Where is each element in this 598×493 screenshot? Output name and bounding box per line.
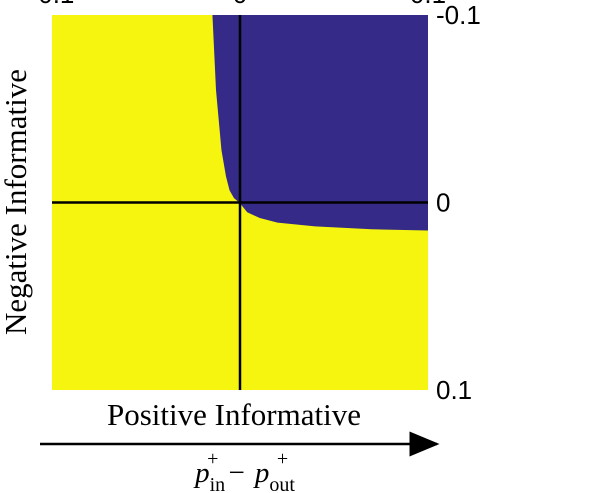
y-axis-label: Negative Informative	[0, 69, 33, 335]
annotation-part: p	[193, 457, 210, 489]
y-tick-label: -0.1	[436, 0, 481, 30]
x-tick-label: 0.1	[410, 0, 446, 9]
x-tick-label: 0	[233, 0, 247, 9]
annotation-part: +	[207, 448, 218, 470]
x-annotation: pin+ − pout+	[193, 448, 295, 493]
annotation-part: out	[269, 474, 295, 493]
region-fill	[212, 15, 428, 231]
annotation-part: +	[277, 448, 288, 470]
annotation-part: p	[253, 457, 270, 489]
annotation-part: −	[228, 457, 244, 489]
x-tick-label: -0.1	[30, 0, 75, 9]
annotation-part: in	[210, 474, 226, 493]
x-axis-label: Positive Informative	[107, 397, 361, 432]
y-tick-label: 0.1	[436, 375, 472, 405]
y-tick-label: 0	[436, 188, 450, 218]
